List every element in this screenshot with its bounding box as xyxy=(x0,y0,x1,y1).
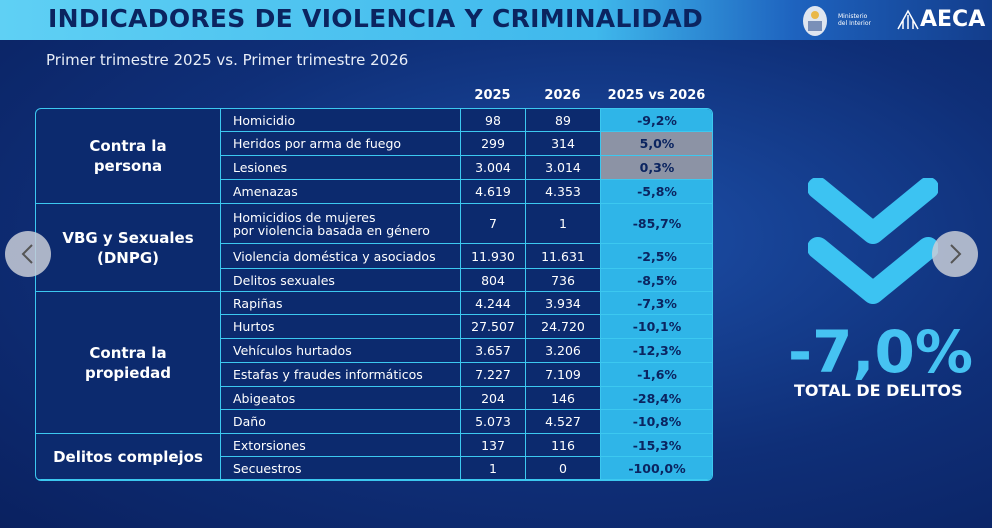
value-2025: 299 xyxy=(461,132,526,156)
total-value: -7,0% xyxy=(788,318,973,386)
crime-name: Extorsiones xyxy=(221,434,461,457)
value-2026: 3.934 xyxy=(526,292,601,315)
group-label: Delitos complejos xyxy=(36,434,221,480)
crime-name: Lesiones xyxy=(221,156,461,180)
group-label: Contra la propiedad xyxy=(36,292,221,434)
table: Homicidio 98 89 -9,2% Heridos por arma de fu… xyxy=(35,108,713,481)
crime-name: Rapiñas xyxy=(221,292,461,315)
value-2025: 5.073 xyxy=(461,410,526,434)
column-header: 2025 vs 2026 xyxy=(607,88,706,103)
value-2025: 137 xyxy=(461,434,526,457)
change: -7,3% xyxy=(601,292,712,315)
change: -85,7% xyxy=(601,204,712,244)
value-2026: 24.720 xyxy=(526,315,601,339)
value-2026: 4.353 xyxy=(526,180,601,204)
change: -8,5% xyxy=(601,269,712,292)
value-2025: 3.657 xyxy=(461,339,526,363)
group-label: Contra la persona xyxy=(36,109,221,204)
change: -9,2% xyxy=(601,109,712,132)
crime-name: Homicidios de mujeres por violencia basa… xyxy=(221,204,461,244)
brand-icon xyxy=(897,9,919,30)
total-label: TOTAL DE DELITOS xyxy=(794,381,963,400)
value-2025: 7 xyxy=(461,204,526,244)
title: INDICADORES DE VIOLENCIA Y CRIMINALIDAD xyxy=(48,4,704,33)
change: -10,1% xyxy=(601,315,712,339)
change: -5,8% xyxy=(601,180,712,204)
subtitle: Primer trimestre 2025 vs. Primer trimest… xyxy=(46,51,409,69)
change: 5,0% xyxy=(601,132,712,156)
value-2026: 314 xyxy=(526,132,601,156)
emblem xyxy=(803,6,827,36)
group-label: VBG y Sexuales (DNPG) xyxy=(36,204,221,292)
change: -12,3% xyxy=(601,339,712,363)
change: 0,3% xyxy=(601,156,712,180)
value-2026: 4.527 xyxy=(526,410,601,434)
change: -1,6% xyxy=(601,363,712,387)
crime-name: Secuestros xyxy=(221,457,461,480)
value-2026: 1 xyxy=(526,204,601,244)
value-2026: 3.206 xyxy=(526,339,601,363)
value-2026: 0 xyxy=(526,457,601,480)
crime-name: Homicidio xyxy=(221,109,461,132)
value-2025: 11.930 xyxy=(461,244,526,269)
value-2025: 4.619 xyxy=(461,180,526,204)
crime-name: Hurtos xyxy=(221,315,461,339)
value-2026: 89 xyxy=(526,109,601,132)
value-2026: 11.631 xyxy=(526,244,601,269)
value-2026: 7.109 xyxy=(526,363,601,387)
prev-button[interactable] xyxy=(5,231,51,277)
value-2025: 7.227 xyxy=(461,363,526,387)
value-2025: 204 xyxy=(461,387,526,410)
change: -2,5% xyxy=(601,244,712,269)
value-2025: 804 xyxy=(461,269,526,292)
crime-name: Heridos por arma de fuego xyxy=(221,132,461,156)
value-2025: 1 xyxy=(461,457,526,480)
down-chevrons xyxy=(808,178,938,304)
crime-name: Vehículos hurtados xyxy=(221,339,461,363)
value-2025: 3.004 xyxy=(461,156,526,180)
value-2026: 116 xyxy=(526,434,601,457)
crime-name: Abigeatos xyxy=(221,387,461,410)
value-2025: 98 xyxy=(461,109,526,132)
value-2026: 3.014 xyxy=(526,156,601,180)
change: -15,3% xyxy=(601,434,712,457)
value-2025: 4.244 xyxy=(461,292,526,315)
value-2026: 146 xyxy=(526,387,601,410)
change: -28,4% xyxy=(601,387,712,410)
column-header: 2026 xyxy=(544,88,581,103)
value-2025: 27.507 xyxy=(461,315,526,339)
next-button[interactable] xyxy=(932,231,978,277)
brand: AECA xyxy=(920,7,986,32)
value-2026: 736 xyxy=(526,269,601,292)
change: -100,0% xyxy=(601,457,712,480)
crime-name: Daño xyxy=(221,410,461,434)
ministry: Ministerio del Interior xyxy=(838,13,871,27)
crime-name: Delitos sexuales xyxy=(221,269,461,292)
column-header: 2025 xyxy=(474,88,511,103)
change: -10,8% xyxy=(601,410,712,434)
crime-name: Violencia doméstica y asociados xyxy=(221,244,461,269)
crime-name: Estafas y fraudes informáticos xyxy=(221,363,461,387)
crime-name: Amenazas xyxy=(221,180,461,204)
